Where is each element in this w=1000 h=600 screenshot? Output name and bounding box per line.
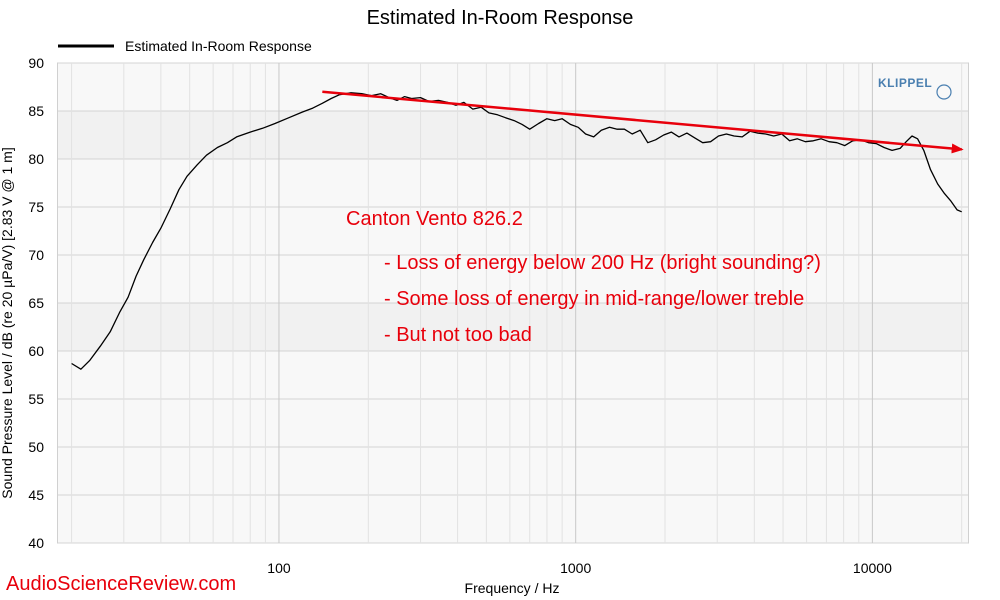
watermark: AudioScienceReview.com [6, 573, 236, 595]
annotations: Canton Vento 826.2 - Loss of energy belo… [346, 208, 821, 346]
trend-layer [322, 90, 964, 154]
legend: Estimated In-Room Response [58, 38, 312, 54]
y-tick-label: 40 [28, 535, 44, 551]
y-tick-label: 70 [28, 247, 44, 263]
y-tick-label: 60 [28, 343, 44, 359]
y-axis-label: Sound Pressure Level / dB (re 20 µPa/V) … [0, 147, 15, 498]
series-layer [71, 92, 962, 370]
grid-band [58, 111, 968, 159]
y-tick-label: 50 [28, 439, 44, 455]
x-tick-label: 100 [267, 560, 291, 576]
grid [58, 62, 968, 544]
series-line [71, 92, 962, 370]
chart-title: Estimated In-Room Response [367, 7, 634, 29]
grid-band [58, 159, 968, 303]
x-tick-label: 1000 [560, 560, 591, 576]
y-tick-label: 85 [28, 103, 44, 119]
klippel-logo-mark [936, 84, 952, 100]
klippel-logo: KLIPPEL [878, 76, 952, 100]
x-axis-ticks: 100 1000 10000 [267, 560, 892, 576]
x-axis-label: Frequency / Hz [465, 580, 560, 596]
annotation-line-1: - Loss of energy below 200 Hz (bright so… [384, 252, 821, 274]
x-tick-label: 10000 [853, 560, 892, 576]
y-tick-label: 75 [28, 199, 44, 215]
klippel-logo-text: KLIPPEL [878, 76, 932, 90]
legend-label: Estimated In-Room Response [125, 38, 312, 54]
grid-band [58, 303, 968, 351]
trend-arrow [322, 90, 964, 154]
annotation-line-2: - Some loss of energy in mid-range/lower… [384, 288, 804, 310]
y-tick-label: 80 [28, 151, 44, 167]
y-tick-label: 90 [28, 55, 44, 71]
y-tick-label: 55 [28, 391, 44, 407]
plot-area [57, 62, 969, 544]
grid-band [58, 63, 968, 111]
y-tick-label: 45 [28, 487, 44, 503]
y-tick-label: 65 [28, 295, 44, 311]
annotation-line-3: - But not too bad [384, 324, 532, 346]
y-axis-ticks: 40 45 50 55 60 65 70 75 80 85 90 [28, 55, 44, 551]
annotation-title: Canton Vento 826.2 [346, 208, 523, 230]
